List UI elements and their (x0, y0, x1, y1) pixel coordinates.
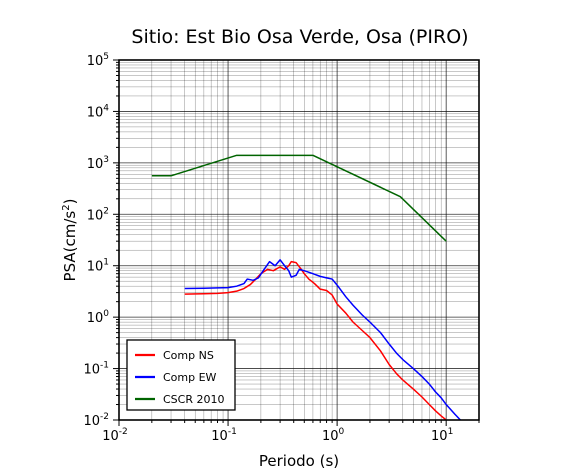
y-tick-label-exp: 4 (103, 103, 109, 113)
y-tick-label-base: 10 (83, 363, 100, 378)
plot-frame (118, 59, 480, 421)
grid (113, 59, 480, 426)
y-tick-label-exp: 5 (103, 52, 109, 62)
x-tick-label-exp: -2 (119, 427, 128, 437)
legend-label: Comp EW (163, 371, 217, 384)
series-line-3 (151, 154, 447, 242)
y-tick-label-base: 10 (87, 208, 104, 223)
y-tick-label-base: 10 (87, 54, 104, 69)
y-tick-label-base: 10 (87, 260, 104, 275)
x-tick-label-base: 10 (431, 429, 448, 444)
y-tick-label: 100 (87, 309, 110, 326)
y-tick-label-exp: -2 (100, 412, 109, 422)
x-tick-label-base: 10 (211, 429, 228, 444)
x-tick-label: 10-1 (211, 427, 237, 444)
x-tick-label-base: 10 (102, 429, 119, 444)
y-tick-label: 101 (87, 258, 109, 275)
y-tick-label: 103 (87, 155, 109, 172)
y-tick-label: 104 (87, 103, 110, 120)
y-axis-label-base: PSA(cm/s (61, 211, 79, 282)
x-axis-label: Periodo (s) (259, 452, 339, 470)
x-tick-label-exp: 0 (339, 427, 345, 437)
y-tick-label-base: 10 (83, 414, 100, 429)
y-tick-label: 10-2 (83, 412, 109, 429)
y-tick-label-exp: 2 (103, 206, 109, 216)
plot-area (151, 154, 461, 421)
y-tick-label-exp: -1 (100, 361, 109, 371)
x-tick-label: 101 (431, 427, 453, 444)
y-tick-label: 102 (87, 206, 109, 223)
legend: Comp NS Comp EW CSCR 2010 (126, 339, 236, 411)
y-tick-label-exp: 0 (103, 309, 109, 319)
y-tick-label-base: 10 (87, 311, 104, 326)
x-tick-label: 10-2 (102, 427, 128, 444)
y-tick-label-base: 10 (87, 157, 104, 172)
y-tick-label-exp: 3 (103, 155, 109, 165)
x-tick-label-base: 10 (322, 429, 339, 444)
x-tick-labels: 10-2 10-1 100 101 (102, 427, 453, 444)
y-axis-label-superscript: 2 (61, 204, 72, 210)
y-tick-label-exp: 1 (103, 258, 109, 268)
legend-label: CSCR 2010 (163, 393, 224, 406)
series-line-1 (184, 260, 447, 421)
y-tick-label: 105 (87, 52, 109, 69)
chart-title: Sitio: Est Bio Osa Verde, Osa (PIRO) (131, 26, 468, 48)
y-axis-label-end: ) (61, 199, 79, 205)
y-tick-label-base: 10 (87, 105, 104, 120)
y-tick-label: 10-1 (83, 361, 109, 378)
x-tick-label: 100 (322, 427, 345, 444)
x-tick-label-exp: -1 (228, 427, 237, 437)
y-axis-label: PSA(cm/s2) (61, 199, 79, 282)
legend-label: Comp NS (163, 349, 214, 362)
x-tick-label-exp: 1 (448, 427, 454, 437)
series-line-2 (184, 259, 461, 421)
